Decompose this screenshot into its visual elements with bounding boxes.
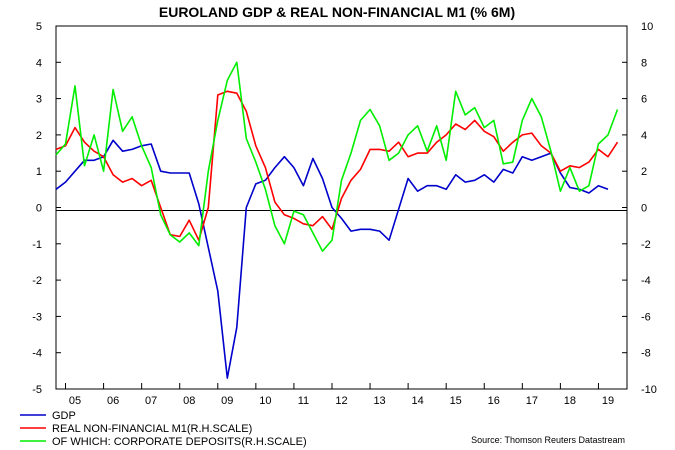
left-tick-label: 5 (36, 21, 42, 33)
x-tick-label: 07 (145, 395, 157, 407)
series-corporate-deposits-line (55, 61, 619, 252)
left-tick-label: 1 (36, 166, 42, 178)
right-tick-label: 4 (641, 130, 647, 142)
left-axis: -5 -4 -3 -2 -1 0 1 2 3 4 5 (32, 21, 61, 396)
left-tick-label: -2 (32, 275, 42, 287)
series-gdp-line (55, 139, 609, 379)
left-tick-label: -5 (32, 384, 42, 396)
x-tick-label: 05 (69, 395, 81, 407)
plot-frame (55, 25, 628, 390)
series-m1-line (55, 90, 619, 241)
x-tick-label: 12 (335, 395, 347, 407)
right-tick-label: -8 (641, 348, 651, 360)
right-tick-label: 8 (641, 57, 647, 69)
x-axis: 05 06 07 08 09 10 11 12 13 14 15 16 17 18 19 (65, 383, 614, 407)
x-tick-label: 08 (183, 395, 195, 407)
left-tick-label: 0 (36, 203, 42, 215)
left-tick-label: 2 (36, 130, 42, 142)
left-tick-label: -3 (32, 311, 42, 323)
left-tick-label: -4 (32, 348, 42, 360)
x-tick-label: 13 (373, 395, 385, 407)
x-tick-label: 11 (298, 395, 309, 407)
right-tick-label: -4 (641, 275, 651, 287)
legend-label-m1: REAL NON-FINANCIAL M1(R.H.SCALE) (52, 423, 252, 435)
left-tick-label: 4 (36, 57, 42, 69)
x-tick-label: 14 (412, 395, 424, 407)
right-tick-label: 10 (641, 21, 653, 33)
x-tick-label: 09 (221, 395, 233, 407)
left-tick-label: -1 (32, 239, 42, 251)
legend-label-gdp: GDP (52, 410, 76, 422)
right-tick-label: -6 (641, 311, 651, 323)
x-tick-label: 19 (602, 395, 614, 407)
left-tick-label: 3 (36, 94, 42, 106)
x-tick-label: 15 (450, 395, 462, 407)
right-tick-label: 2 (641, 166, 647, 178)
x-tick-label: 10 (259, 395, 271, 407)
x-tick-label: 06 (107, 395, 119, 407)
chart-title: EUROLAND GDP & REAL NON-FINANCIAL M1 (% … (159, 4, 515, 20)
right-tick-label: 6 (641, 94, 647, 106)
x-tick-label: 18 (564, 395, 576, 407)
right-tick-label: -10 (641, 384, 657, 396)
x-tick-label: 16 (488, 395, 500, 407)
legend-label-deposits: OF WHICH: CORPORATE DEPOSITS(R.H.SCALE) (52, 436, 307, 448)
right-tick-label: 0 (641, 203, 647, 215)
right-tick-label: -2 (641, 239, 651, 251)
right-axis: -10 -8 -6 -4 -2 0 2 4 6 8 10 (622, 21, 657, 396)
legend: GDP REAL NON-FINANCIAL M1(R.H.SCALE) OF … (20, 410, 307, 448)
x-tick-label: 17 (526, 395, 538, 407)
series-lines (55, 61, 619, 379)
source-note: Source: Thomson Reuters Datastream (471, 435, 625, 445)
